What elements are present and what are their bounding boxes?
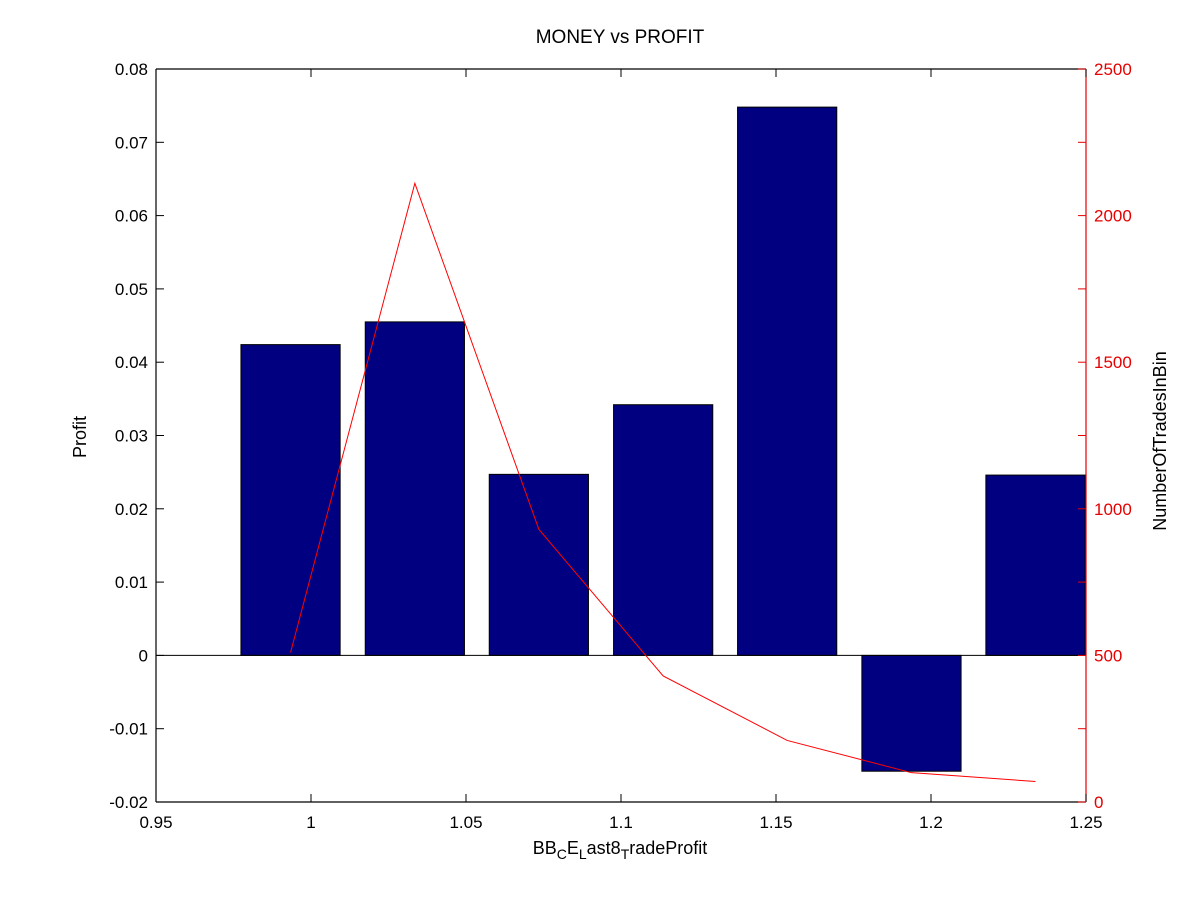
plot-area [156, 106, 1086, 782]
bar [737, 106, 838, 656]
bar [364, 321, 465, 656]
x-axis-label-part: L [579, 846, 587, 862]
y-tick-label: 0.08 [115, 60, 148, 79]
y2-tick-label: 1000 [1094, 500, 1132, 519]
y-tick-label: 0.02 [115, 500, 148, 519]
y-tick-label: 0.06 [115, 207, 148, 226]
y-tick-label: -0.02 [109, 793, 148, 812]
x-tick-label: 0.95 [139, 813, 172, 832]
chart-title: MONEY vs PROFIT [536, 27, 705, 48]
x-tick-label: 1.15 [759, 813, 792, 832]
y-tick-label: 0.01 [115, 573, 148, 592]
y2-axis-label: NumberOfTradesInBin [1150, 351, 1170, 530]
bar [861, 654, 962, 772]
y2-tick-label: 2500 [1094, 60, 1132, 79]
y2-tick-label: 500 [1094, 646, 1122, 665]
y2-tick-label: 0 [1094, 793, 1103, 812]
y-tick-label: 0 [139, 646, 148, 665]
bar [488, 473, 589, 656]
bar [613, 404, 714, 656]
x-axis-label-part: E [567, 838, 579, 858]
axes: 0.95 1 1.05 1.1 1.15 1.2 1.25 -0.02 -0.01 0 0.01 0.… [109, 60, 1132, 832]
x-axis-label-part: radeProfit [629, 838, 707, 858]
x-axis-label-part: C [557, 846, 567, 862]
y-tick-label: 0.03 [115, 427, 148, 446]
x-axis-label: BBCELast8TradeProfit [533, 838, 708, 862]
x-tick-label: 1.2 [919, 813, 943, 832]
trades-series-line [290, 181, 1036, 782]
y-tick-label: 0.05 [115, 280, 148, 299]
y2-tick-label: 1500 [1094, 353, 1132, 372]
y-tick-label: 0.07 [115, 133, 148, 152]
x-tick-label: 1.05 [449, 813, 482, 832]
y-tick-label: -0.01 [109, 720, 148, 739]
x-tick-label: 1.1 [609, 813, 633, 832]
bar [240, 344, 341, 656]
y-axis-label: Profit [70, 416, 90, 458]
y2-tick-label: 2000 [1094, 207, 1132, 226]
bar [985, 474, 1086, 656]
x-tick-label: 1.25 [1069, 813, 1102, 832]
x-tick-label: 1 [306, 813, 315, 832]
y-tick-label: 0.04 [115, 353, 148, 372]
x-axis-label-part: ast8 [587, 838, 621, 858]
x-axis-label-part: T [621, 846, 630, 862]
x-axis-label-part: BB [533, 838, 557, 858]
